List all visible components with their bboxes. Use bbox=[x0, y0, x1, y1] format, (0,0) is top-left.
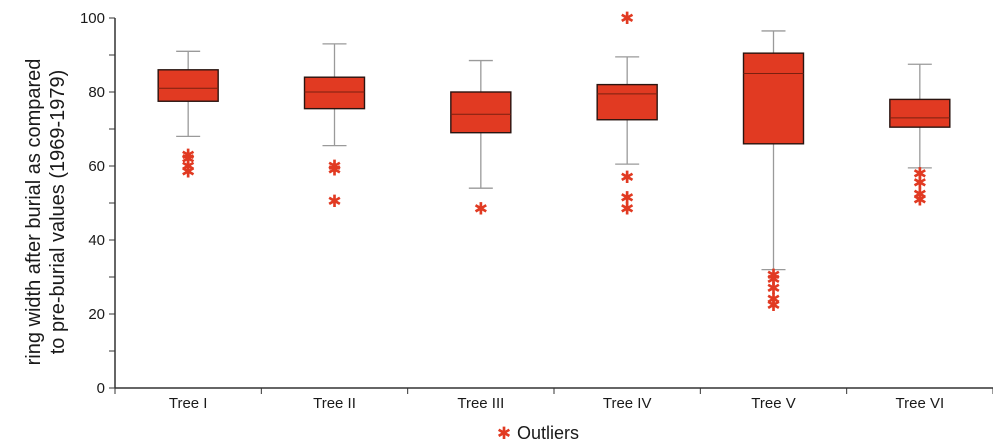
legend: ✱ Outliers bbox=[497, 423, 579, 444]
outlier-point: ✱ bbox=[766, 290, 780, 310]
outlier-point: ✱ bbox=[327, 157, 341, 177]
box-4: ✱✱✱✱ bbox=[596, 9, 658, 220]
x-tick-label: Tree II bbox=[313, 395, 356, 412]
outlier-point: ✱ bbox=[474, 200, 488, 220]
y-tick-label: 40 bbox=[88, 232, 105, 249]
y-axis-label-line-2: to pre-burial values (1969-1979) bbox=[47, 70, 69, 355]
box-iqr bbox=[157, 69, 219, 102]
legend-label: Outliers bbox=[517, 423, 579, 443]
y-axis-label-line-1: ring width after burial as compared bbox=[23, 59, 45, 366]
outlier-point: ✱ bbox=[181, 150, 195, 170]
y-tick-label: 100 bbox=[80, 10, 105, 27]
y-tick-label: 0 bbox=[97, 380, 105, 397]
outlier-point: ✱ bbox=[766, 296, 780, 316]
outlier-point: ✱ bbox=[181, 163, 195, 183]
x-tick-label: Tree IV bbox=[603, 395, 652, 412]
y-ticks: 0 20 40 60 80 100 bbox=[80, 10, 115, 397]
outlier-point: ✱ bbox=[620, 168, 634, 188]
x-tick-label: Tree III bbox=[457, 395, 504, 412]
outlier-point: ✱ bbox=[913, 185, 927, 205]
box-5: ✱✱✱✱✱ bbox=[742, 30, 805, 316]
outlier-point: ✱ bbox=[766, 279, 780, 299]
outlier-point: ✱ bbox=[913, 190, 927, 210]
y-tick-label: 20 bbox=[88, 306, 105, 323]
box-iqr bbox=[889, 98, 951, 128]
legend-outlier-marker: ✱ bbox=[497, 424, 511, 444]
outlier-point: ✱ bbox=[766, 266, 780, 286]
axes bbox=[114, 18, 993, 389]
outlier-point: ✱ bbox=[620, 188, 634, 208]
y-tick-label: 60 bbox=[88, 158, 105, 175]
box-iqr bbox=[450, 91, 512, 134]
x-tick-label: Tree I bbox=[169, 395, 208, 412]
boxes: ✱✱✱✱✱✱✱✱ ✱✱✱✱✱✱✱✱✱✱✱✱✱ bbox=[157, 9, 951, 316]
box-iqr bbox=[596, 83, 658, 121]
outlier-point: ✱ bbox=[327, 161, 341, 181]
box-6: ✱✱✱✱ bbox=[889, 63, 951, 210]
x-tick-label: Tree V bbox=[751, 395, 795, 412]
box-iqr bbox=[742, 52, 805, 145]
x-tick-label: Tree VI bbox=[896, 395, 945, 412]
box-2: ✱✱✱ bbox=[303, 43, 366, 212]
outlier-point: ✱ bbox=[181, 146, 195, 166]
box-1: ✱✱✱✱ bbox=[157, 50, 219, 183]
outlier-point: ✱ bbox=[620, 9, 634, 29]
y-tick-label: 80 bbox=[88, 84, 105, 101]
outlier-point: ✱ bbox=[327, 192, 341, 212]
outlier-point: ✱ bbox=[766, 270, 780, 290]
outlier-point: ✱ bbox=[913, 164, 927, 184]
y-axis-label: ring width after burial as compared to p… bbox=[23, 59, 69, 366]
outlier-point: ✱ bbox=[181, 157, 195, 177]
outlier-point: ✱ bbox=[913, 174, 927, 194]
box-3: ✱ bbox=[450, 59, 512, 220]
box-iqr bbox=[303, 76, 366, 110]
outlier-point: ✱ bbox=[620, 200, 634, 220]
x-tick-labels: Tree I Tree II Tree III Tree IV Tree V Tree V… bbox=[114, 388, 993, 412]
